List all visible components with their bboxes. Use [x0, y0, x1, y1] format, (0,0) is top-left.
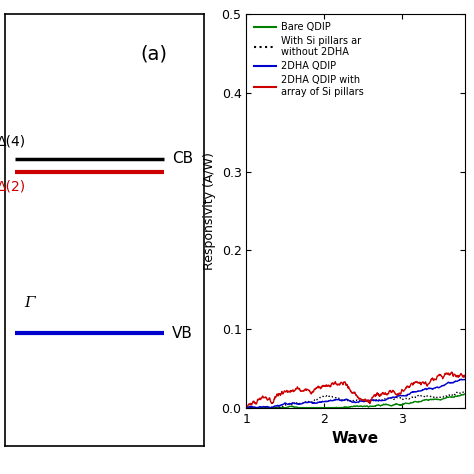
Text: Γ: Γ	[25, 296, 35, 310]
Text: VB: VB	[172, 326, 193, 341]
X-axis label: Wave: Wave	[332, 431, 379, 446]
Text: Δ(4): Δ(4)	[0, 135, 26, 148]
Y-axis label: Responsivity (A/W): Responsivity (A/W)	[203, 152, 216, 270]
Text: (a): (a)	[141, 45, 167, 64]
Text: Δ(2): Δ(2)	[0, 180, 26, 194]
Text: CB: CB	[172, 151, 193, 166]
Legend: Bare QDIP, With Si pillars ar
without 2DHA, 2DHA QDIP, 2DHA QDIP with
array of S: Bare QDIP, With Si pillars ar without 2D…	[251, 19, 366, 100]
